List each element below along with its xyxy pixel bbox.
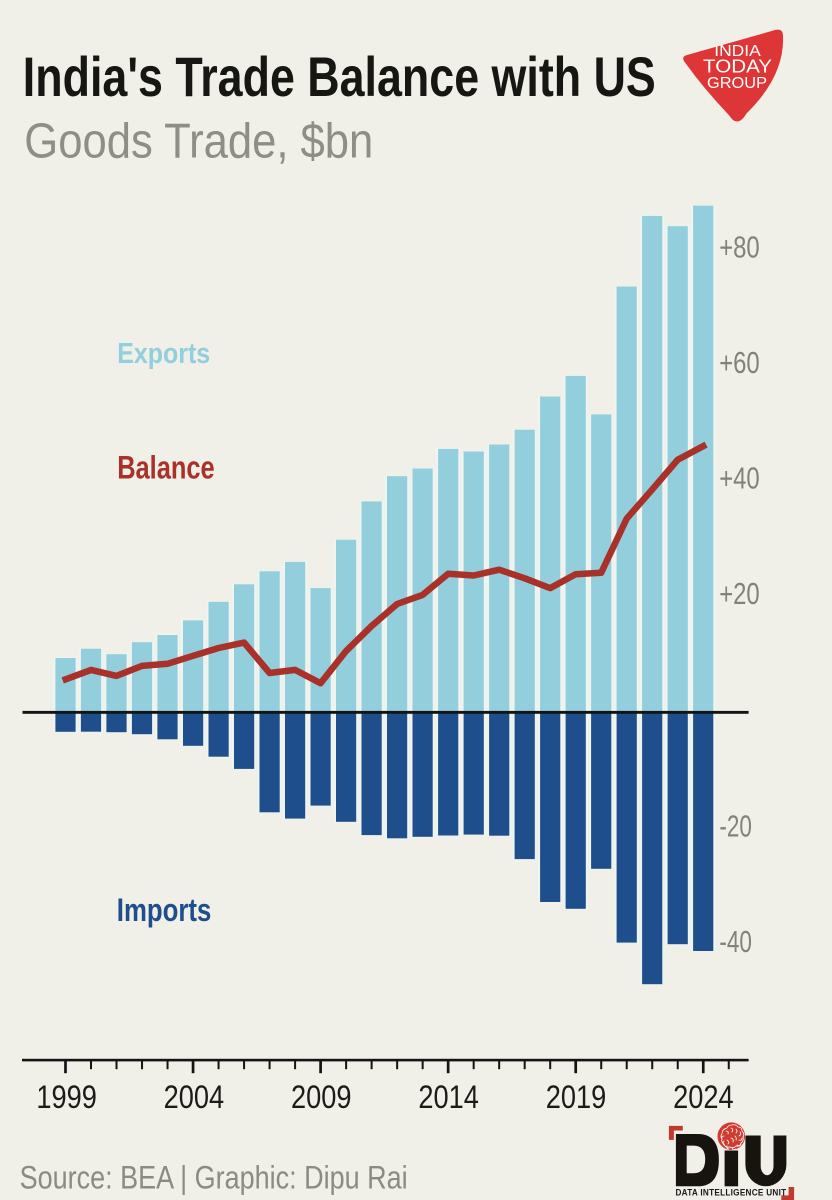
svg-text:DATA INTELLIGENCE UNIT: DATA INTELLIGENCE UNIT: [676, 1188, 787, 1198]
svg-text:2019: 2019: [546, 1079, 607, 1115]
svg-text:INDIA: INDIA: [714, 43, 761, 60]
svg-text:Source: BEA | Graphic: Dipu Ra: Source: BEA | Graphic: Dipu Rai: [20, 1160, 408, 1196]
svg-text:+20: +20: [719, 577, 760, 611]
svg-text:-40: -40: [719, 925, 752, 959]
svg-text:+40: +40: [719, 462, 760, 496]
svg-text:Imports: Imports: [117, 892, 212, 928]
svg-text:-20: -20: [719, 809, 752, 843]
svg-text:India's Trade Balance with US: India's Trade Balance with US: [23, 45, 656, 108]
svg-text:2009: 2009: [291, 1079, 352, 1115]
svg-text:2024: 2024: [673, 1079, 734, 1115]
svg-text:Balance: Balance: [117, 450, 215, 486]
svg-text:1999: 1999: [36, 1079, 97, 1115]
svg-text:Exports: Exports: [117, 338, 210, 370]
svg-text:TODAY: TODAY: [703, 56, 772, 77]
svg-text:Goods Trade, $bn: Goods Trade, $bn: [24, 114, 373, 169]
svg-text:2004: 2004: [164, 1079, 225, 1115]
svg-text:GROUP: GROUP: [707, 75, 767, 92]
svg-text:+80: +80: [719, 230, 760, 264]
svg-text:+60: +60: [719, 346, 760, 380]
svg-text:2014: 2014: [418, 1079, 479, 1115]
